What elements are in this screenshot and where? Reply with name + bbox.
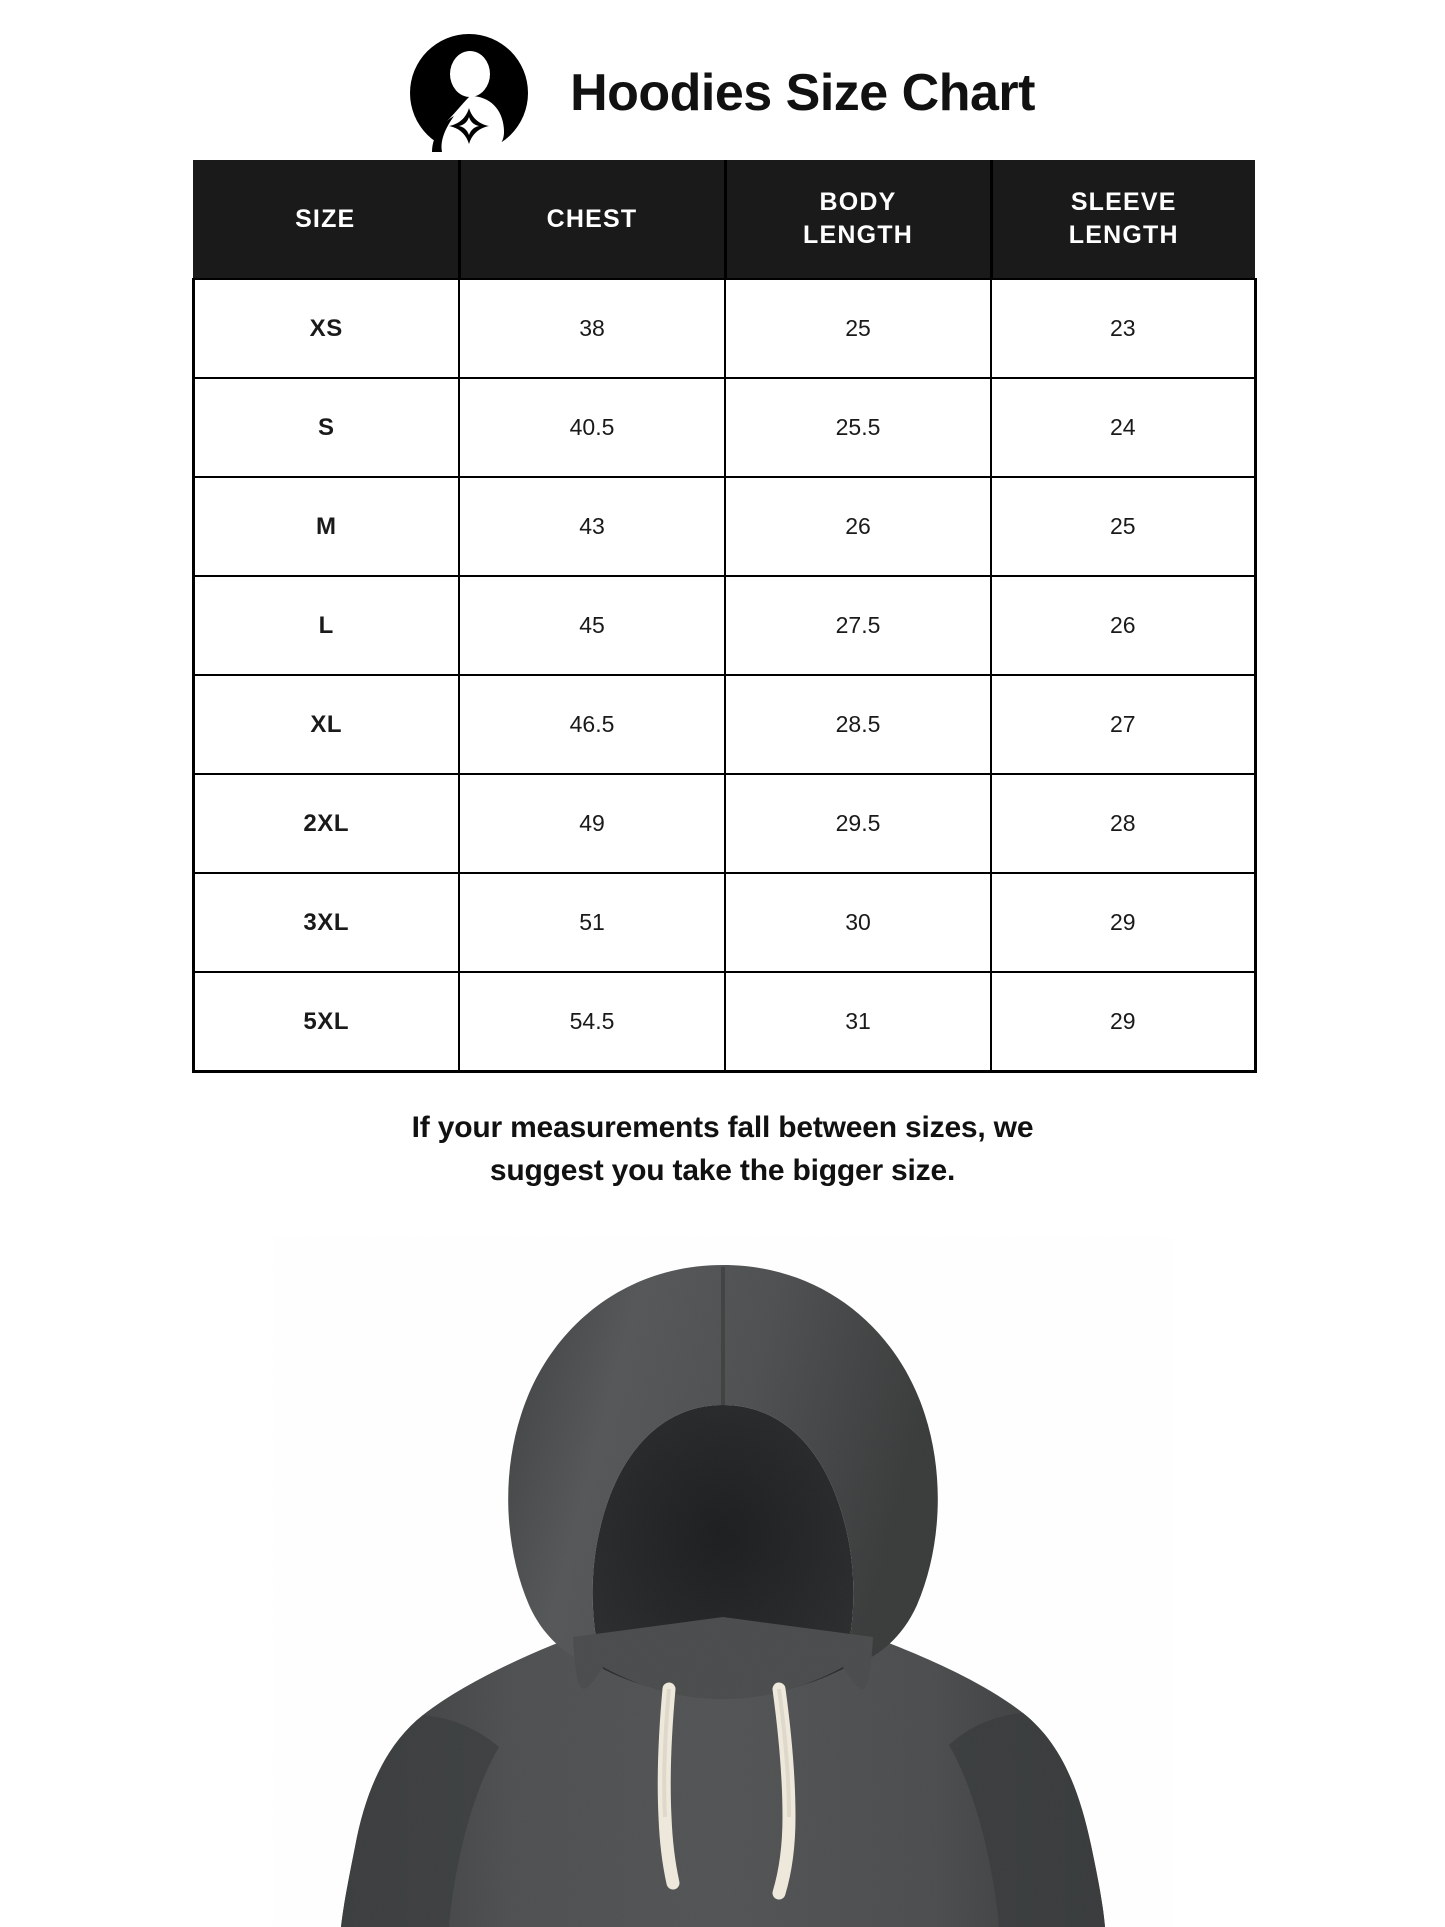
- table-row: 2XL 49 29.5 28: [191, 773, 1257, 874]
- cell-size: L: [191, 575, 460, 676]
- table-row: 3XL 51 30 29: [191, 872, 1257, 973]
- cell-chest: 46.5: [458, 674, 726, 775]
- column-header-size: SIZE: [193, 160, 461, 279]
- cell-body-length: 26: [724, 476, 992, 577]
- cell-chest: 40.5: [458, 377, 726, 478]
- cell-body-length: 27.5: [724, 575, 992, 676]
- cell-chest: 51: [458, 872, 726, 973]
- cell-size: 2XL: [191, 773, 460, 874]
- column-header-sleeve-length-line2: LENGTH: [1068, 221, 1179, 249]
- column-header-chest: CHEST: [459, 160, 727, 279]
- cell-chest: 43: [458, 476, 726, 577]
- cell-sleeve-length: 23: [990, 278, 1257, 379]
- cell-sleeve-length: 26: [990, 575, 1257, 676]
- cell-size: XL: [191, 674, 460, 775]
- cell-chest: 45: [458, 575, 726, 676]
- cell-sleeve-length: 24: [990, 377, 1257, 478]
- size-chart-table-wrapper: SIZE CHEST BODY LENGTH SLEEVE LENGTH XS …: [191, 132, 1257, 1073]
- cell-body-length: 28.5: [724, 674, 992, 775]
- table-header-row: SIZE CHEST BODY LENGTH SLEEVE LENGTH: [193, 160, 1255, 279]
- column-header-sleeve-length: SLEEVE LENGTH: [991, 160, 1255, 279]
- cell-body-length: 25: [724, 278, 992, 379]
- cell-size: M: [191, 476, 460, 577]
- size-chart-table: SIZE CHEST BODY LENGTH SLEEVE LENGTH XS …: [191, 160, 1257, 1073]
- cell-chest: 54.5: [458, 971, 726, 1073]
- column-header-chest-line1: CHEST: [546, 204, 638, 233]
- page-header: Hoodies Size Chart: [0, 0, 1445, 152]
- column-header-size-line1: SIZE: [295, 204, 356, 233]
- column-header-body-length: BODY LENGTH: [725, 160, 993, 279]
- cell-chest: 49: [458, 773, 726, 874]
- cell-size: 5XL: [191, 971, 460, 1073]
- cell-size: XS: [191, 278, 460, 379]
- cell-sleeve-length: 25: [990, 476, 1257, 577]
- cell-sleeve-length: 28: [990, 773, 1257, 874]
- table-row: M 43 26 25: [191, 476, 1257, 577]
- cell-body-length: 31: [724, 971, 992, 1073]
- column-header-body-length-line2: LENGTH: [803, 221, 913, 249]
- table-header: SIZE CHEST BODY LENGTH SLEEVE LENGTH: [193, 160, 1255, 279]
- cell-chest: 38: [458, 278, 726, 379]
- sizing-note-line2: suggest you take the bigger size.: [489, 1153, 956, 1187]
- table-row: XL 46.5 28.5 27: [191, 674, 1257, 775]
- table-row: S 40.5 25.5 24: [191, 377, 1257, 478]
- sizing-note-line1: If your measurements fall between sizes,…: [411, 1111, 1034, 1144]
- page-title: Hoodies Size Chart: [570, 64, 1035, 122]
- table-row: XS 38 25 23: [191, 278, 1257, 379]
- column-header-body-length-line1: BODY: [819, 188, 897, 216]
- cell-sleeve-length: 27: [990, 674, 1257, 775]
- cell-body-length: 25.5: [724, 377, 992, 478]
- cell-body-length: 29.5: [724, 773, 992, 874]
- cell-sleeve-length: 29: [990, 971, 1257, 1073]
- column-header-sleeve-length-line1: SLEEVE: [1070, 188, 1177, 216]
- mother-and-baby-logo: [410, 34, 529, 152]
- sizing-note: If your measurements fall between sizes,…: [223, 1107, 1223, 1192]
- cell-sleeve-length: 29: [990, 872, 1257, 973]
- cell-size: S: [191, 377, 460, 478]
- hoodie-photo: [0, 1237, 1445, 1927]
- cell-size: 3XL: [191, 872, 460, 973]
- table-row: 5XL 54.5 31 29: [191, 971, 1257, 1073]
- table-body: XS 38 25 23 S 40.5 25.5 24 M 43 26 25 L …: [191, 278, 1257, 1073]
- table-row: L 45 27.5 26: [191, 575, 1257, 676]
- cell-body-length: 30: [724, 872, 992, 973]
